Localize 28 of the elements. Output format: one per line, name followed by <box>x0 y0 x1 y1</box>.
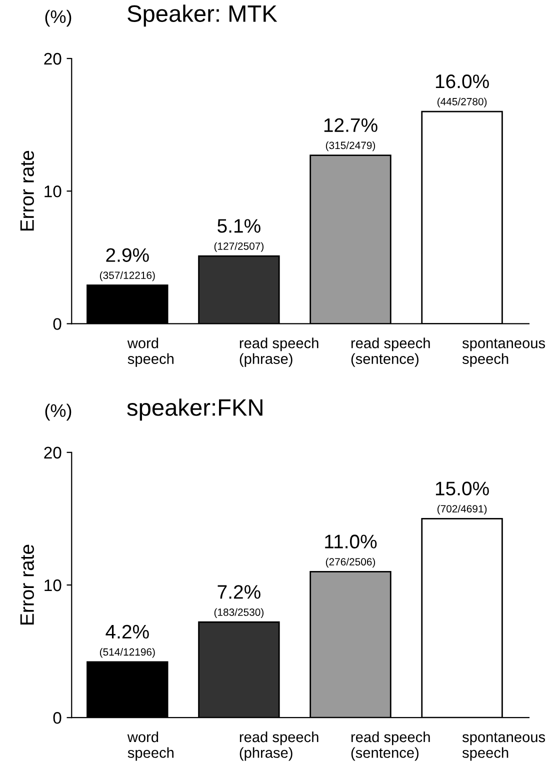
data-label: 12.7% (315/2479) <box>324 118 378 152</box>
y-tick-label: 10 <box>44 579 62 592</box>
chart-title: Speaker: MTK <box>128 4 278 27</box>
y-tick-label: 0 <box>53 318 62 330</box>
x-tick-label: read speech (sentence) <box>351 338 430 367</box>
chart-title: speaker:FKN <box>127 398 262 421</box>
y-tick-label: 20 <box>44 52 62 65</box>
text: (%) <box>45 10 72 27</box>
data-label: 2.9% (357/12216) <box>100 248 155 282</box>
y-tick-label: 0 <box>53 712 62 724</box>
text: (%) <box>45 404 72 421</box>
x-tick-label: spontaneous speech <box>462 338 546 367</box>
data-label: 5.1% (127/2507) <box>214 219 264 252</box>
x-tick-label: word speech <box>127 338 174 367</box>
y-tick-label: 20 <box>44 446 62 459</box>
x-tick-label: read speech (phrase) <box>240 731 318 761</box>
x-tick-label: read speech (sentence) <box>351 731 430 761</box>
x-tick-label: word speech <box>127 731 174 761</box>
x-tick-label: spontaneous speech <box>462 732 546 761</box>
data-label: 4.2% (514/12196) <box>100 624 155 658</box>
y-axis-title: Error rate <box>20 544 34 624</box>
data-label: 11.0% (276/2506) <box>325 534 377 568</box>
data-label: 7.2% (183/2530) <box>214 585 264 618</box>
y-tick-label: 10 <box>44 186 62 198</box>
y-axis-title: Error rate <box>20 150 34 231</box>
x-tick-label: read speech (phrase) <box>240 338 318 367</box>
data-label: 16.0% (445/2780) <box>436 74 489 108</box>
data-label: 15.0% (702/4691) <box>436 482 489 515</box>
